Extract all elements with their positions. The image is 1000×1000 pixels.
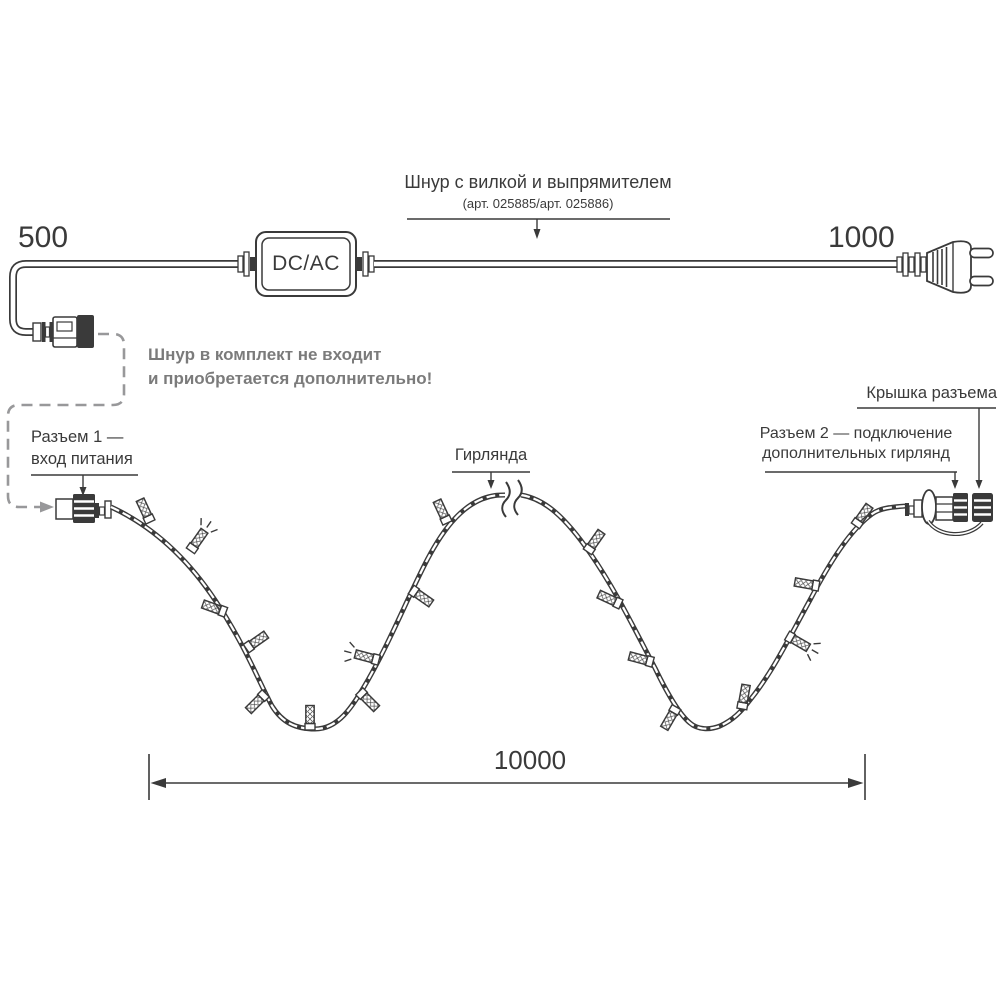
converter-label: DC/AC <box>272 252 340 275</box>
converter-box <box>237 231 375 297</box>
garland-leader <box>452 471 530 489</box>
cap-leader <box>857 407 996 489</box>
power-cord-500 <box>9 260 240 336</box>
cord-note-label: Шнур в комплект не входит и приобретаетс… <box>148 343 432 391</box>
down-arrow-icon <box>975 480 983 489</box>
led-lamps <box>134 496 875 732</box>
connector2-line2: дополнительных гирлянд <box>762 444 950 462</box>
connector2-leader <box>765 471 959 489</box>
garland-wire <box>109 479 907 732</box>
plug-pins <box>969 247 994 287</box>
light-rays-icon <box>340 640 357 664</box>
garland-label: Гирлянда <box>454 446 528 464</box>
right-arrow-icon <box>848 778 864 788</box>
cap-lanyard <box>926 519 984 537</box>
led-lamp <box>431 497 453 526</box>
dimension-1000-label: 1000 <box>828 221 895 254</box>
garland-connector-1 <box>55 494 112 523</box>
led-lamp <box>355 687 381 713</box>
dashed-leader <box>6 332 126 513</box>
cord-end-connector <box>32 315 94 348</box>
led-lamp <box>304 704 316 731</box>
led-lamp <box>185 514 220 555</box>
break-marks-icon <box>501 479 523 518</box>
led-lamp <box>242 629 270 654</box>
down-arrow-icon <box>533 229 541 239</box>
left-arrow-icon <box>150 778 166 788</box>
down-arrow-icon <box>79 487 87 496</box>
connector2-label: Разъем 2 — подключение дополнительных ги… <box>756 424 956 463</box>
connector-black-cap <box>77 315 94 348</box>
connector1-line1: Разъем 1 — <box>31 428 124 446</box>
hanging-ring <box>921 489 937 525</box>
connector1-line2: вход питания <box>31 450 133 468</box>
euro-plug <box>896 240 994 294</box>
led-lamp <box>407 584 435 609</box>
dimension-500-label: 500 <box>18 221 69 254</box>
led-lamp <box>595 588 624 610</box>
connector1-label: Разъем 1 — вход питания <box>31 426 133 470</box>
down-arrow-icon <box>487 480 495 489</box>
led-lamp <box>582 528 607 556</box>
down-arrow-icon <box>951 480 959 489</box>
cord-article-label: (арт. 025885/арт. 025886) <box>462 196 614 211</box>
right-arrow-icon <box>40 501 54 513</box>
title-leader <box>407 218 670 239</box>
connector-cover-cap <box>972 493 993 522</box>
connector1-leader <box>31 474 138 496</box>
cap-label: Крышка разъема <box>866 384 997 402</box>
connector2-line1: Разъем 2 — подключение <box>759 425 953 442</box>
led-lamp <box>659 703 682 732</box>
led-lamp <box>627 650 655 668</box>
led-lamp <box>736 683 752 711</box>
led-lamp <box>793 576 821 592</box>
led-lamp <box>244 689 270 715</box>
dimension-10000 <box>148 754 866 800</box>
garland-connector-2 <box>905 489 984 537</box>
cord-title-label: Шнур с вилкой и выпрямителем <box>404 172 672 192</box>
dimension-10000-label: 10000 <box>493 745 567 775</box>
cord-note-line1: Шнур в комплект не входит <box>148 345 382 364</box>
cord-note-line2: и приобретается дополнительно! <box>148 369 433 388</box>
